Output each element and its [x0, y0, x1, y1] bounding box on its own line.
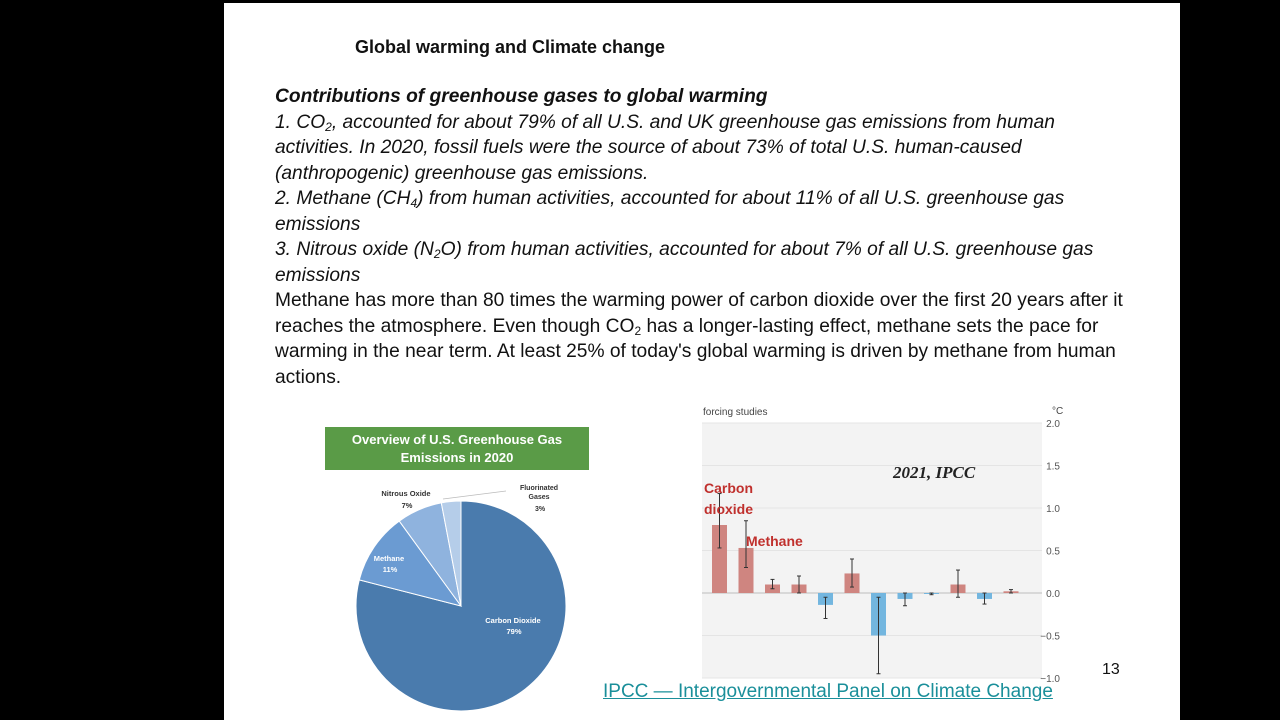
y-tick-label: 2.0 — [1046, 419, 1060, 430]
y-tick-label: 0.5 — [1046, 547, 1060, 558]
y-tick-label: −1.0 — [1040, 674, 1060, 683]
slide: Global warming and Climate change Contri… — [224, 3, 1180, 720]
body-text: Contributions of greenhouse gases to glo… — [275, 84, 1135, 390]
unit-label: °C — [1052, 406, 1063, 417]
pie-title-line2: Emissions in 2020 — [400, 449, 514, 465]
ipcc-annotation: 2021, IPCC — [892, 463, 976, 482]
item-methane: 2. Methane (CH4) from human activities, … — [275, 188, 1065, 235]
pie-label-nitrous: Nitrous Oxide 7% — [381, 489, 432, 510]
methane-label: Methane — [746, 533, 803, 549]
pie-label-fluorinated: Fluorinated Gases 3% — [520, 485, 560, 513]
slide-title: Global warming and Climate change — [355, 37, 666, 57]
y-tick-label: 1.5 — [1046, 462, 1060, 473]
page-number: 13 — [1102, 661, 1120, 678]
methane-paragraph: Methane has more than 80 times the warmi… — [275, 290, 1123, 388]
bar — [738, 547, 754, 593]
pie-title-line1: Overview of U.S. Greenhouse Gas — [351, 431, 563, 447]
subtitle: Contributions of greenhouse gases to glo… — [275, 86, 768, 107]
leader-fluorinated — [442, 490, 507, 500]
pie-slice-carbon-dioxide — [355, 500, 567, 712]
y-tick-label: 1.0 — [1046, 504, 1060, 515]
pie-label-co2: Carbon Dioxide 79% — [485, 616, 543, 636]
item-nitrous-oxide: 3. Nitrous oxide (N2O) from human activi… — [275, 239, 1094, 286]
pie-slice-methane — [358, 520, 463, 607]
pie-slice-fluorinated-gases — [440, 500, 462, 607]
pie-label-methane: Methane 11% — [374, 554, 407, 574]
pie-chart-title: Overview of U.S. Greenhouse Gas Emission… — [325, 427, 589, 470]
carbon-dioxide-label: Carbon dioxide — [704, 480, 757, 517]
y-tick-label: 0.0 — [1046, 589, 1060, 600]
bar — [712, 525, 727, 593]
bar-chart: 2.01.51.00.50.0−0.5−1.0 forcing studies … — [702, 406, 1063, 683]
forcing-studies-label: forcing studies — [703, 407, 767, 418]
y-tick-label: −0.5 — [1040, 632, 1060, 643]
item-co2: 1. CO2, accounted for about 79% of all U… — [275, 111, 1055, 184]
ipcc-link[interactable]: IPCC — Intergovernmental Panel on Climat… — [603, 681, 1053, 702]
pie-chart: Fluorinated Gases 3% Nitrous Oxide 7% Me… — [355, 485, 567, 712]
